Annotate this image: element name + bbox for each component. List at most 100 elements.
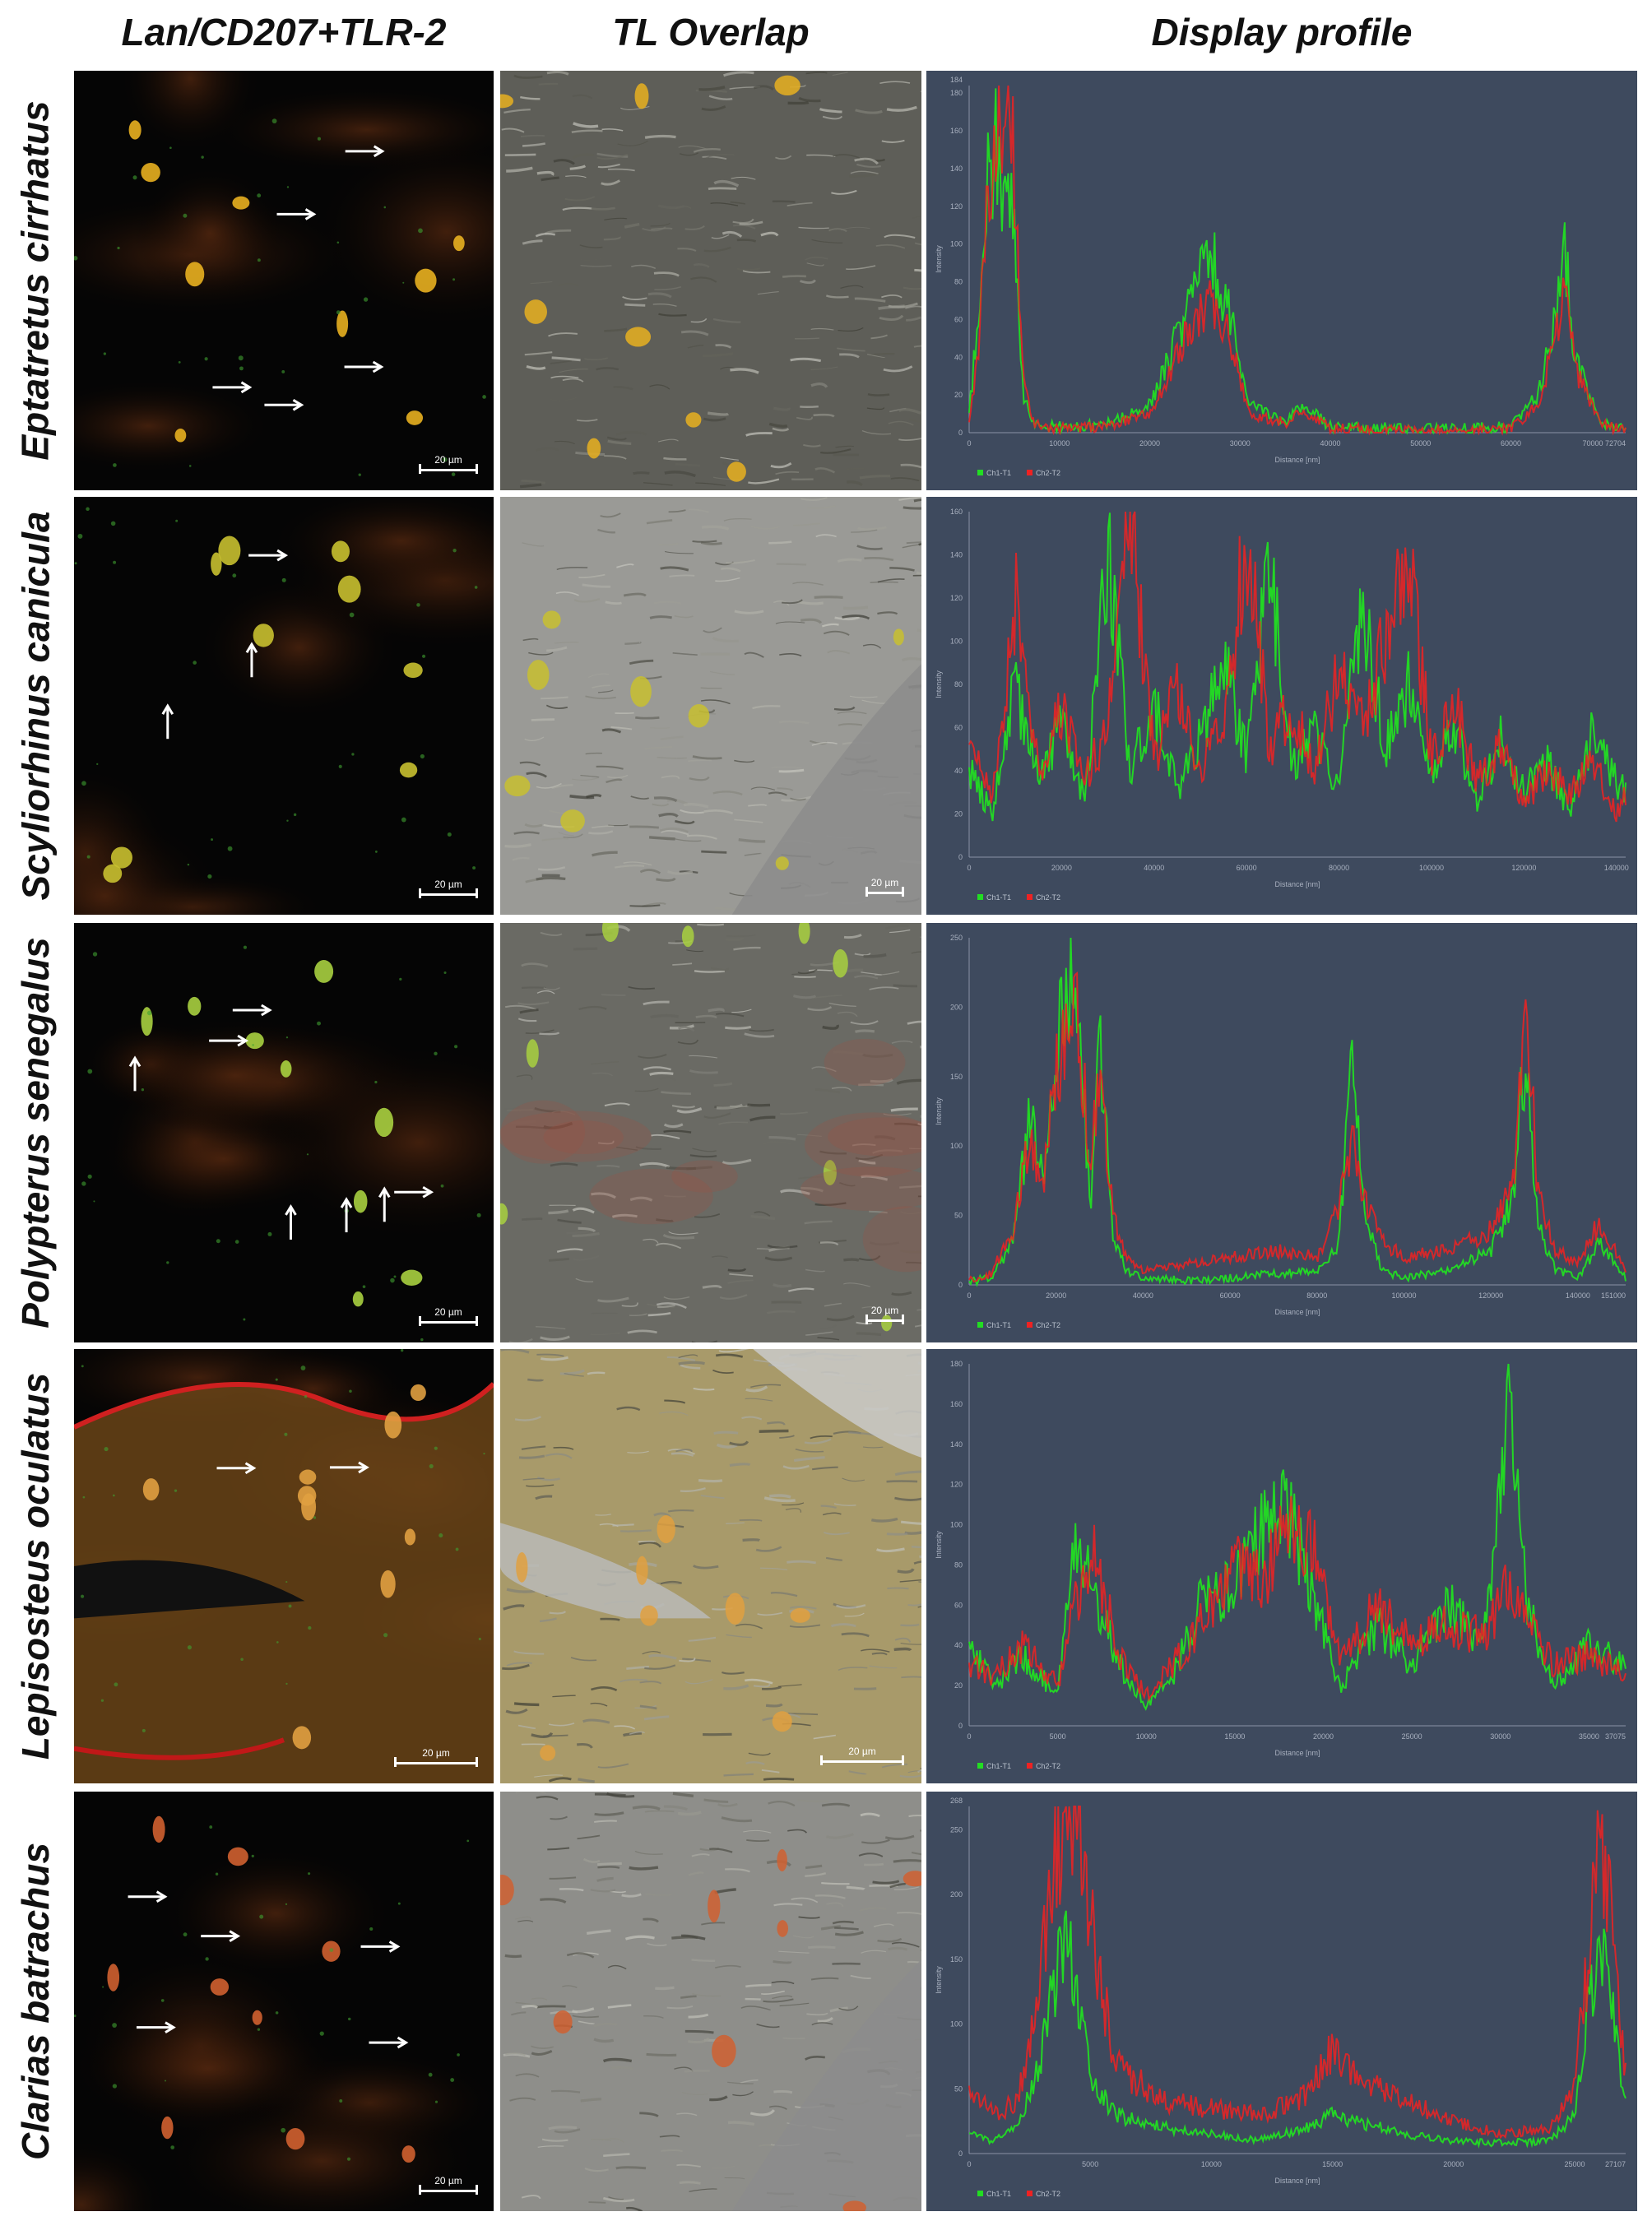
x-axis-label: Distance [nm]	[1274, 1308, 1320, 1316]
x-tick-label: 50000	[1410, 439, 1431, 447]
series-line-ch2	[968, 1495, 1626, 1703]
scale-bar	[419, 2185, 478, 2195]
y-tick-label: 120	[950, 202, 963, 211]
series-line-ch1	[968, 512, 1626, 822]
scale-bar-label: 20 µm	[434, 879, 462, 890]
legend-swatch	[1027, 894, 1032, 900]
fluorescence-micrograph: 20 µm	[74, 1349, 494, 1783]
legend-swatch	[1027, 470, 1032, 475]
legend-swatch	[977, 894, 983, 900]
display-profile-chart: 0 20 40 60 80 100 120 140 160 180 184 0 10000 20000 30…	[926, 71, 1637, 490]
y-tick-label: 40	[954, 767, 963, 775]
x-tick-label: 120000	[1478, 1291, 1503, 1300]
x-tick-label: 30000	[1490, 1732, 1510, 1741]
x-tick-label-end: 151000	[1601, 1291, 1626, 1300]
x-tick-label: 20000	[1139, 439, 1160, 447]
legend-label: Ch1-T1	[986, 2190, 1011, 2198]
x-tick-label: 100000	[1419, 864, 1444, 872]
y-tick-label: 250	[950, 934, 963, 942]
legend-label: Ch2-T2	[1036, 1321, 1060, 1329]
y-tick-label: 100	[950, 2020, 963, 2029]
row-label-species: Scyliorhinus canicula	[0, 497, 71, 915]
x-axis-label: Distance [nm]	[1274, 2177, 1320, 2185]
series-line-ch1	[968, 937, 1626, 1287]
tl-overlap-image	[500, 1792, 921, 2211]
x-tick-label-end: 27107	[1605, 2160, 1626, 2168]
tl-overlap-micrograph	[500, 71, 921, 490]
x-tick-label: 5000	[1050, 1732, 1066, 1741]
fluorescence-image	[74, 1815, 494, 2211]
y-tick-label: 0	[958, 2149, 963, 2158]
scale-bar	[865, 887, 904, 897]
y-tick-label: 200	[950, 1003, 963, 1011]
x-tick-label: 25000	[1564, 2160, 1585, 2168]
y-tick-label: 120	[950, 594, 963, 602]
profile-plot: 0 20 40 60 80 100 120 140 160 180 0 5000 10000 15000 2…	[935, 1360, 1626, 1770]
legend-swatch	[977, 1322, 983, 1328]
y-tick-label: 100	[950, 1521, 963, 1529]
tl-overlap-image	[500, 497, 921, 915]
y-tick-label: 0	[958, 1281, 963, 1289]
legend-label: Ch2-T2	[1036, 893, 1060, 902]
y-tick-label: 80	[954, 1560, 963, 1569]
scale-bar-label: 20 µm	[422, 1747, 450, 1759]
x-tick-label: 5000	[1082, 2160, 1098, 2168]
display-profile-chart: 0 50 100 150 200 250 268 0 5000 10000 15000 20000 25…	[926, 1792, 1637, 2211]
x-tick-label: 40000	[1133, 1291, 1153, 1300]
y-tick-label: 100	[950, 240, 963, 248]
x-tick-label: 140000	[1566, 1291, 1590, 1300]
y-tick-label: 180	[950, 1360, 963, 1368]
y-tick-label: 140	[950, 551, 963, 559]
x-tick-label: 40000	[1144, 864, 1164, 872]
legend-swatch	[1027, 1322, 1032, 1328]
legend-label: Ch2-T2	[1036, 1762, 1060, 1770]
x-tick-label: 20000	[1046, 1291, 1066, 1300]
x-tick-label: 80000	[1306, 1291, 1327, 1300]
tl-overlap-image	[500, 923, 921, 1342]
scale-bar	[394, 1757, 478, 1767]
x-tick-label: 0	[967, 1291, 971, 1300]
y-tick-label: 20	[954, 391, 963, 399]
y-tick-label: 150	[950, 1955, 963, 1964]
species-name: Scyliorhinus canicula	[14, 511, 57, 901]
scale-bar-label: 20 µm	[848, 1746, 876, 1757]
legend-swatch	[977, 1763, 983, 1769]
tl-overlap-micrograph	[500, 1792, 921, 2211]
scale-bar-label: 20 µm	[870, 1305, 899, 1316]
species-name: Clarias batrachus	[14, 1842, 57, 2161]
x-tick-label: 80000	[1329, 864, 1349, 872]
x-tick-label: 140000	[1604, 864, 1629, 872]
scale-bar	[419, 1316, 478, 1326]
y-tick-label: 50	[954, 2084, 963, 2093]
x-tick-label: 10000	[1136, 1732, 1157, 1741]
column-header-fluorescence: Lan/CD207+TLR-2	[121, 11, 447, 53]
legend-label: Ch2-T2	[1036, 2190, 1060, 2198]
y-tick-label: 180	[950, 89, 963, 97]
x-tick-label: 20000	[1313, 1732, 1334, 1741]
y-tick-label: 80	[954, 680, 963, 689]
y-tick-label: 100	[950, 1142, 963, 1150]
series-line-ch2	[968, 1806, 1626, 2140]
profile-plot: 0 20 40 60 80 100 120 140 160 0 20000 40000 60000 800…	[935, 508, 1629, 902]
scale-bar-label: 20 µm	[870, 877, 899, 888]
x-tick-label: 25000	[1402, 1732, 1422, 1741]
tl-overlap-micrograph: 20 µm	[500, 497, 921, 915]
y-tick-label: 60	[954, 1601, 963, 1609]
y-tick-label: 150	[950, 1073, 963, 1081]
scale-bar-label: 20 µm	[434, 454, 462, 466]
x-tick-label: 10000	[1049, 439, 1070, 447]
legend-label: Ch1-T1	[986, 1762, 1011, 1770]
y-axis-label: Intensity	[935, 670, 943, 698]
fluorescence-micrograph: 20 µm	[74, 923, 494, 1342]
x-tick-label: 120000	[1511, 864, 1536, 872]
y-tick-label: 60	[954, 724, 963, 732]
y-tick-label-top: 268	[950, 1797, 963, 1805]
scale-bar	[865, 1315, 904, 1324]
y-axis-label: Intensity	[935, 1531, 943, 1559]
species-name: Lepisosteus oculatus	[14, 1372, 57, 1760]
tl-overlap-micrograph: 20 µm	[500, 923, 921, 1342]
fluorescence-micrograph: 20 µm	[74, 71, 494, 490]
x-tick-label: 60000	[1501, 439, 1521, 447]
scale-bar	[820, 1755, 904, 1765]
x-axis-label: Distance [nm]	[1274, 1749, 1320, 1757]
